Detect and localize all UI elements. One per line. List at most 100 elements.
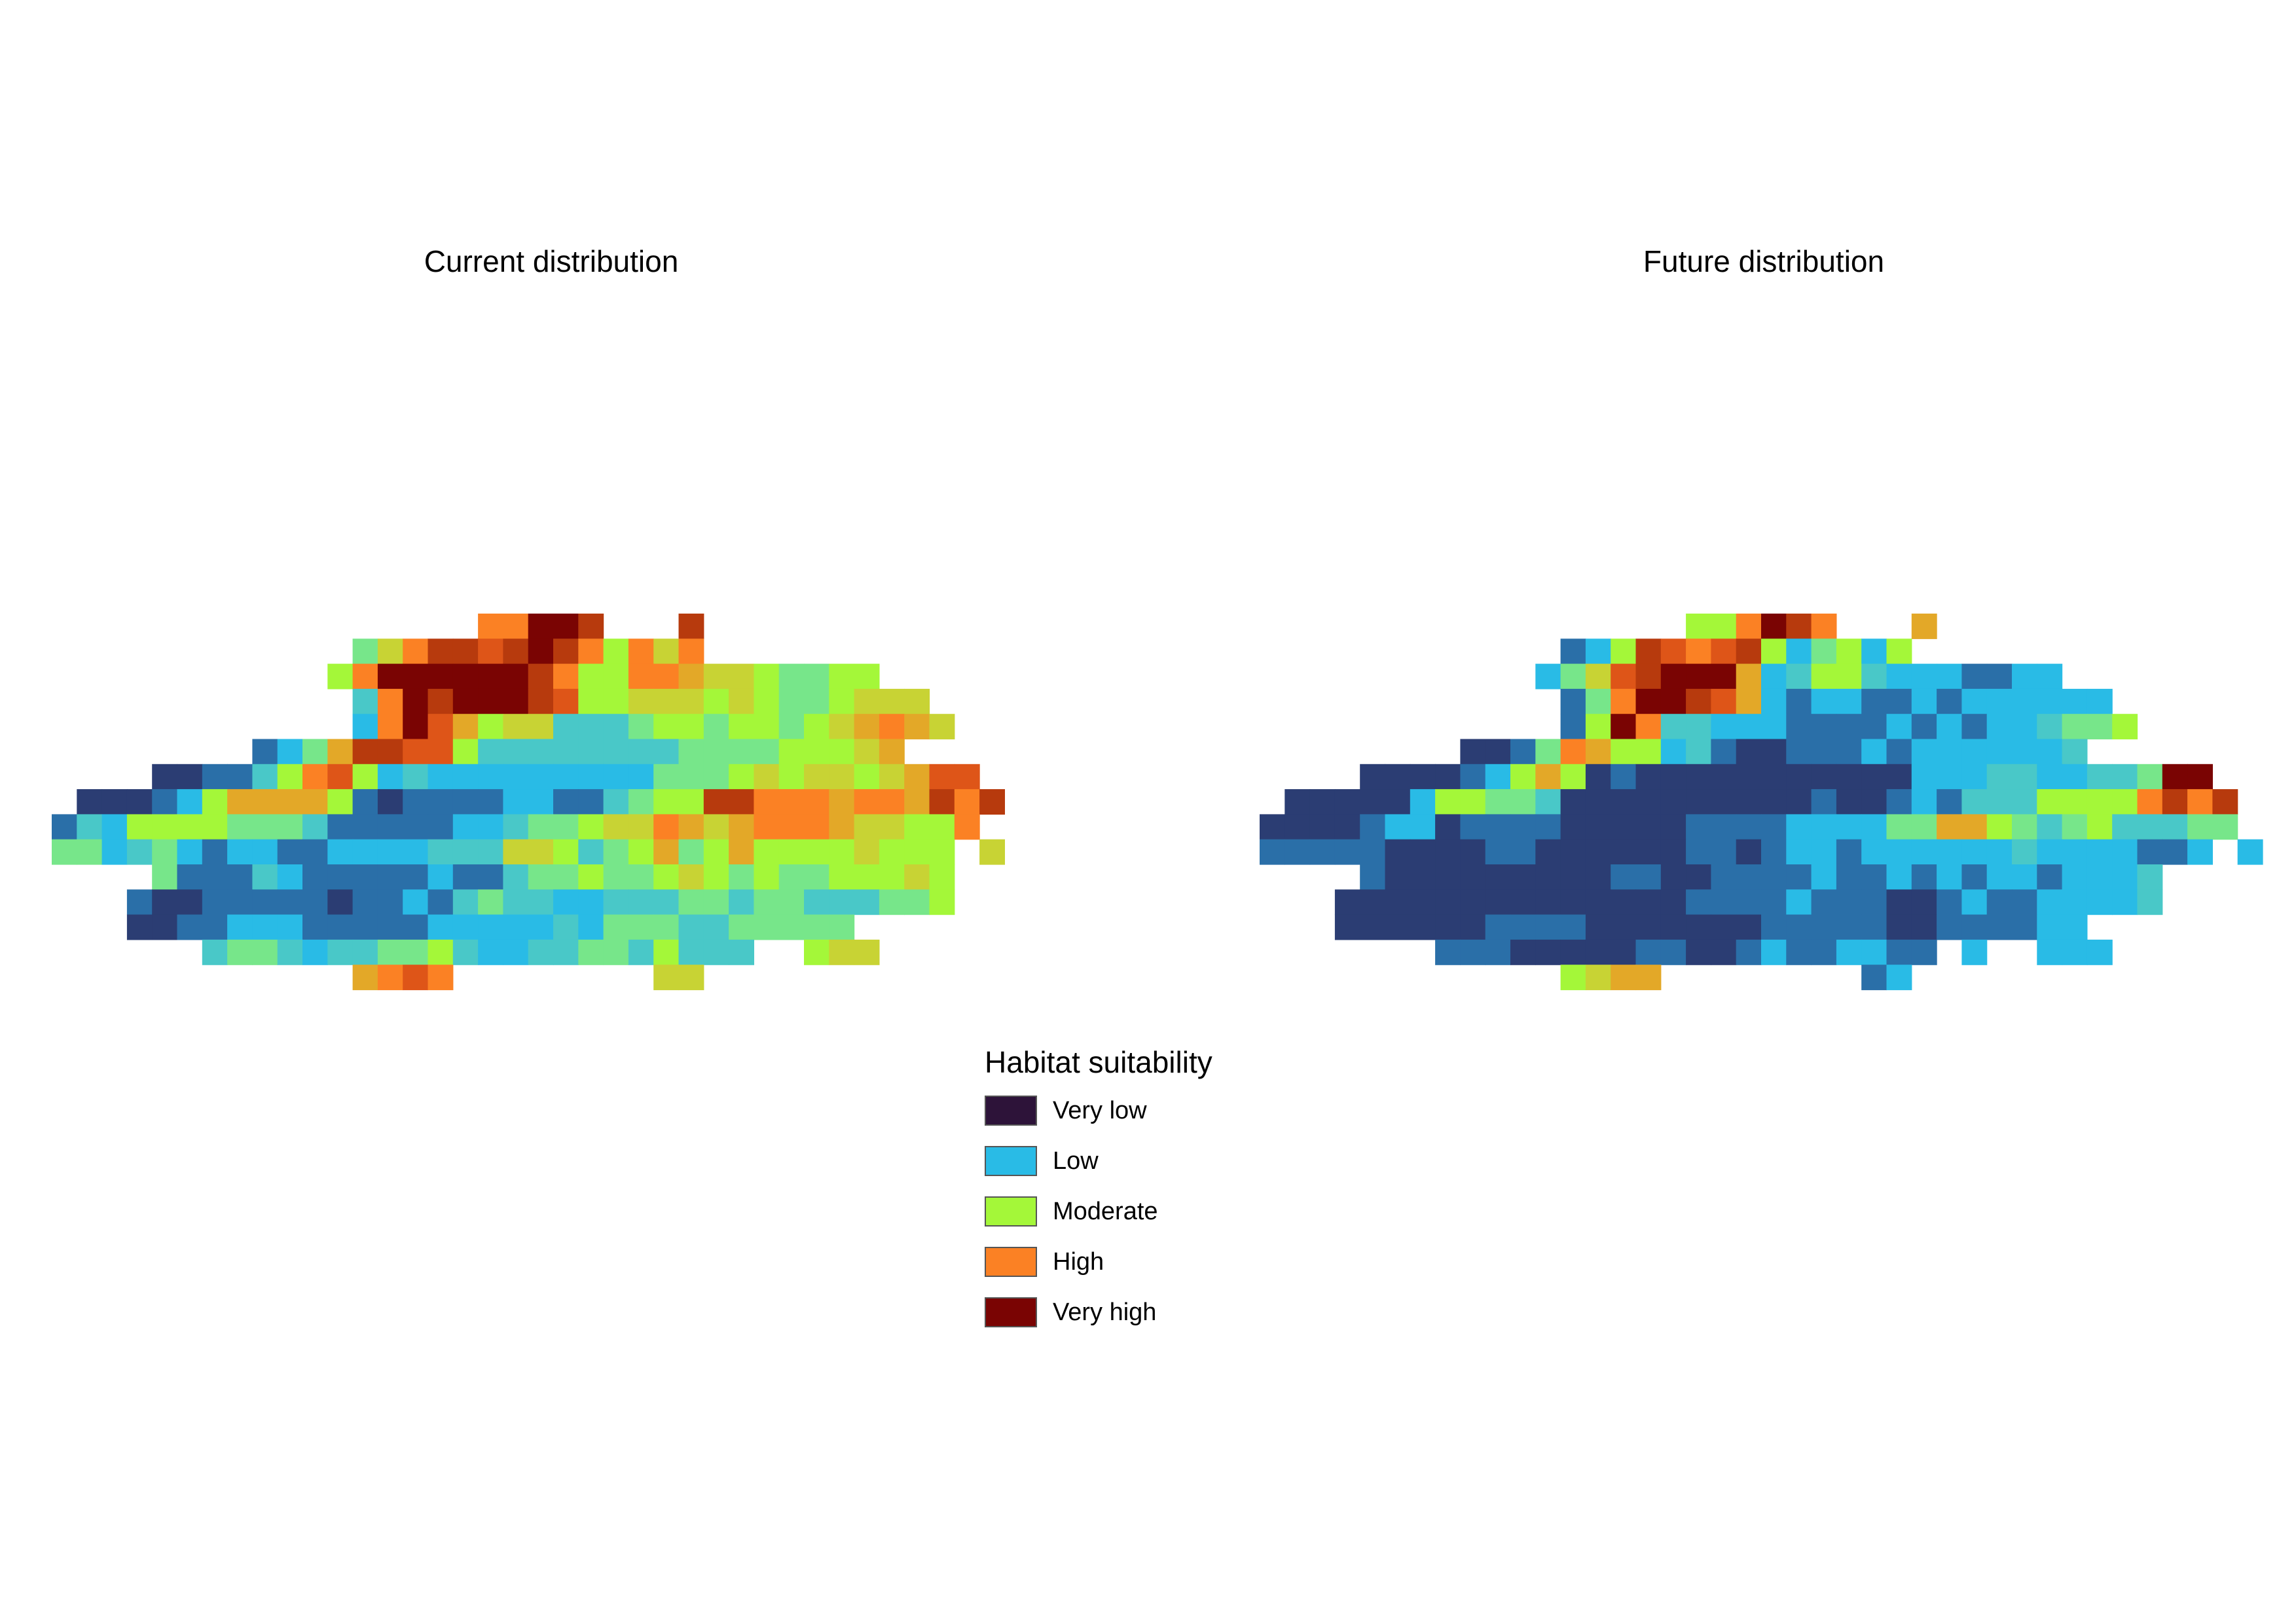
grid-cell xyxy=(2112,714,2138,740)
grid-cell xyxy=(152,839,178,865)
grid-cell xyxy=(678,965,704,991)
grid-cell xyxy=(729,914,754,940)
grid-cell xyxy=(1560,638,1586,665)
grid-cell xyxy=(1560,789,1586,815)
grid-cell xyxy=(327,789,354,815)
grid-cell xyxy=(202,764,228,790)
grid-cell xyxy=(703,914,729,940)
grid-cell xyxy=(1961,789,1988,815)
grid-cell xyxy=(2137,764,2163,790)
grid-cell xyxy=(202,889,228,915)
grid-cell xyxy=(904,889,930,915)
grid-cell xyxy=(152,764,178,790)
grid-cell xyxy=(152,789,178,815)
grid-cell xyxy=(377,914,403,940)
grid-cell xyxy=(603,814,629,840)
grid-cell xyxy=(452,739,479,765)
grid-cell xyxy=(754,663,780,690)
grid-cell xyxy=(1635,965,1662,991)
grid-cell xyxy=(829,663,855,690)
grid-cell xyxy=(703,889,729,915)
grid-cell xyxy=(302,914,328,940)
grid-cell xyxy=(2012,789,2037,815)
grid-cell xyxy=(1886,663,1912,690)
grid-cell xyxy=(553,939,579,965)
grid-cell xyxy=(804,889,829,915)
grid-cell xyxy=(754,764,780,790)
grid-cell xyxy=(352,739,378,765)
grid-cell xyxy=(452,714,479,740)
grid-cell xyxy=(879,764,905,790)
grid-cell xyxy=(1811,789,1837,815)
grid-cell xyxy=(528,814,554,840)
grid-cell xyxy=(1686,714,1711,740)
grid-cell xyxy=(553,739,579,765)
grid-cell xyxy=(829,714,855,740)
grid-cell xyxy=(879,839,905,865)
grid-cell xyxy=(2187,839,2213,865)
grid-cell xyxy=(1886,739,1912,765)
grid-cell xyxy=(1510,914,1536,940)
grid-cell xyxy=(528,889,554,915)
grid-cell xyxy=(929,864,955,890)
grid-cell xyxy=(478,789,503,815)
grid-cell xyxy=(2062,839,2088,865)
grid-cell xyxy=(729,714,754,740)
grid-cell xyxy=(1585,914,1611,940)
grid-cell xyxy=(729,939,754,965)
grid-cell xyxy=(1836,714,1862,740)
grid-cell xyxy=(1460,814,1486,840)
grid-cell xyxy=(1309,814,1336,840)
grid-cell xyxy=(653,939,680,965)
grid-cell xyxy=(1711,814,1737,840)
grid-cell xyxy=(1886,965,1912,991)
grid-cell xyxy=(703,764,729,790)
grid-cell xyxy=(1836,688,1862,714)
grid-cell xyxy=(1911,739,1937,765)
legend-label: Very high xyxy=(1053,1298,1157,1326)
grid-cell xyxy=(729,839,754,865)
legend-item-moderate: Moderate xyxy=(985,1194,1212,1229)
grid-cell xyxy=(1986,814,2013,840)
grid-cell xyxy=(1309,839,1336,865)
grid-cell xyxy=(152,914,178,940)
grid-cell xyxy=(227,814,253,840)
grid-cell xyxy=(754,914,780,940)
grid-cell xyxy=(1660,638,1686,665)
grid-cell xyxy=(904,839,930,865)
grid-cell xyxy=(327,663,354,690)
grid-cell xyxy=(628,864,654,890)
grid-cell xyxy=(2062,688,2088,714)
grid-cell xyxy=(1611,764,1637,790)
grid-cell xyxy=(1410,764,1436,790)
grid-cell xyxy=(729,889,754,915)
grid-cell xyxy=(603,789,629,815)
grid-cell xyxy=(1861,914,1887,940)
grid-cell xyxy=(177,889,203,915)
grid-cell xyxy=(1961,764,1988,790)
grid-cell xyxy=(1410,914,1436,940)
grid-cell xyxy=(578,939,604,965)
grid-cell xyxy=(2037,764,2063,790)
grid-cell xyxy=(452,814,479,840)
grid-cell xyxy=(1761,814,1787,840)
grid-cell xyxy=(428,764,454,790)
grid-cell xyxy=(478,889,503,915)
grid-cell xyxy=(1660,789,1686,815)
grid-cell xyxy=(1836,764,1862,790)
grid-cell xyxy=(1861,939,1887,965)
grid-cell xyxy=(904,864,930,890)
grid-cell xyxy=(1360,789,1386,815)
grid-cell xyxy=(678,663,704,690)
grid-cell xyxy=(804,739,829,765)
grid-cell xyxy=(628,789,654,815)
grid-cell xyxy=(1611,965,1637,991)
grid-cell xyxy=(754,814,780,840)
grid-cell xyxy=(1937,914,1962,940)
grid-cell xyxy=(1836,663,1862,690)
grid-cell xyxy=(1861,764,1887,790)
grid-cell xyxy=(804,864,829,890)
grid-cell xyxy=(252,864,278,890)
grid-cell xyxy=(177,839,203,865)
